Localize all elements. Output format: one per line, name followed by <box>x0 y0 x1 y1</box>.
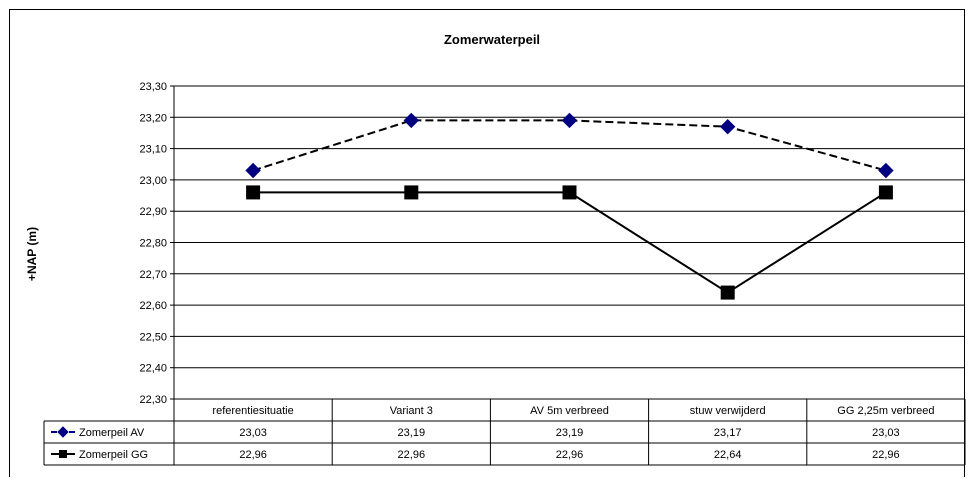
legend-key <box>51 450 75 458</box>
y-tick-label: 22,90 <box>139 206 167 218</box>
y-tick-label: 22,50 <box>139 331 167 343</box>
y-tick-label: 22,60 <box>139 300 167 312</box>
y-tick-label: 23,10 <box>139 144 167 156</box>
chart-title: Zomerwaterpeil <box>444 32 540 47</box>
chart-frame: Zomerwaterpeil +NAP (m) 22,30 22,40 22,50 2… <box>9 9 966 477</box>
x-category-label: referentiesituatie <box>212 405 293 417</box>
data-point <box>562 185 577 200</box>
x-category-label: GG 2,25m verbreed <box>837 405 934 417</box>
legend-marker <box>59 450 67 458</box>
y-axis-label: +NAP (m) <box>25 227 39 281</box>
y-tick-label: 22,70 <box>139 269 167 281</box>
data-point <box>878 162 894 179</box>
data-value-cell: 22,96 <box>398 449 426 461</box>
legend-label: Zomerpeil GG <box>79 449 148 461</box>
y-tick-label: 22,40 <box>139 363 167 375</box>
x-category-label: AV 5m verbreed <box>530 405 609 417</box>
x-category-label: Variant 3 <box>390 405 433 417</box>
data-value-cell: 22,96 <box>556 449 584 461</box>
series-zomerpeil-gg <box>246 185 893 300</box>
y-tick-label: 22,30 <box>139 394 167 406</box>
data-point <box>719 118 736 135</box>
data-value-cell: 22,96 <box>239 449 267 461</box>
legend-marker <box>57 426 69 438</box>
data-value-cell: 23,19 <box>556 427 584 439</box>
data-value-cell: 23,19 <box>398 427 426 439</box>
data-point <box>561 112 578 129</box>
data-value-cell: 23,03 <box>239 427 267 439</box>
data-value-cell: 23,03 <box>872 427 900 439</box>
data-value-cell: 23,17 <box>714 427 742 439</box>
legend-label: Zomerpeil AV <box>79 427 145 439</box>
data-point <box>878 185 893 200</box>
data-value-cell: 22,96 <box>872 449 900 461</box>
series-zomerpeil-av <box>245 112 894 179</box>
data-table: referentiesituatie Variant 3 AV 5m verbree… <box>43 398 966 466</box>
y-tick-label: 23,20 <box>139 112 167 124</box>
data-value-cell: 22,64 <box>714 449 742 461</box>
data-point <box>403 112 420 129</box>
y-tick-labels: 22,30 22,40 22,50 22,60 22,70 22,80 22,90 23,00… <box>139 81 167 406</box>
x-category-label: stuw verwijderd <box>690 405 766 417</box>
chart: Zomerwaterpeil +NAP (m) 22,3022,4022,502… <box>25 32 966 466</box>
y-tick-label: 23,30 <box>139 81 167 93</box>
y-tick-label: 23,00 <box>139 175 167 187</box>
legend-key <box>51 426 75 438</box>
series-layer <box>245 112 894 300</box>
data-point <box>720 285 735 300</box>
grid <box>170 85 965 400</box>
y-tick-label: 22,80 <box>139 238 167 250</box>
data-point <box>245 162 261 179</box>
data-point <box>246 185 261 200</box>
data-point <box>404 185 419 200</box>
